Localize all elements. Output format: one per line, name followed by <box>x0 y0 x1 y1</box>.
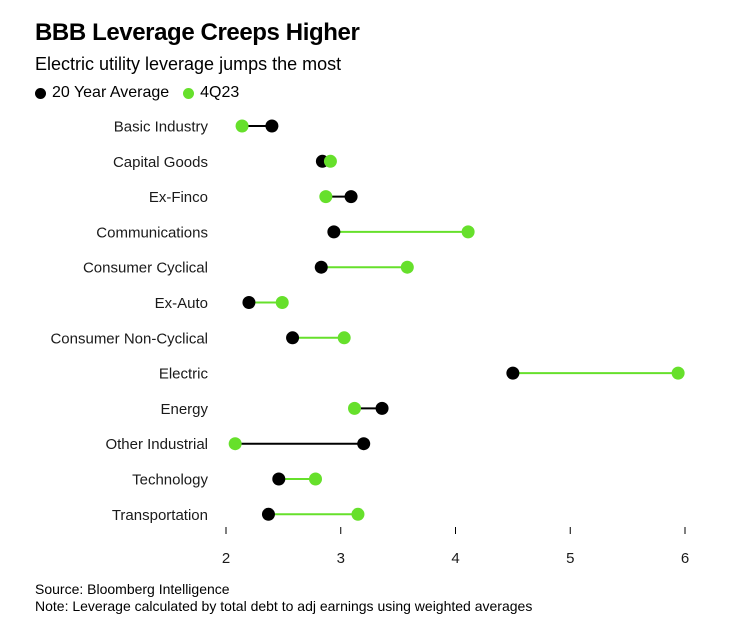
category-label-energy: Energy <box>160 401 208 418</box>
x-tick-label-5: 5 <box>566 550 574 567</box>
x-tick-label-2: 2 <box>222 550 230 567</box>
chart-title: BBB Leverage Creeps Higher <box>35 19 360 46</box>
dot-4q23-energy <box>348 401 362 415</box>
dot-20-year-average-technology <box>272 472 286 486</box>
category-label-other-industrial: Other Industrial <box>105 436 208 453</box>
chart-subtitle: Electric utility leverage jumps the most <box>35 54 342 74</box>
x-tick-label-6: 6 <box>681 550 689 567</box>
chart-legend: 20 Year Average 4Q23 <box>35 84 253 102</box>
dot-20-year-average-communications <box>327 225 341 239</box>
legend-item-20-year-average: 20 Year Average <box>35 84 169 102</box>
category-label-ex-auto: Ex-Auto <box>155 295 208 312</box>
dot-20-year-average-ex-finco <box>344 190 358 204</box>
dot-4q23-ex-auto <box>275 296 289 309</box>
dot-4q23-transportation <box>351 507 365 521</box>
category-label-ex-finco: Ex-Finco <box>149 189 208 206</box>
category-label-technology: Technology <box>132 472 208 489</box>
dot-4q23-electric <box>671 366 685 380</box>
dot-20-year-average-transportation <box>261 507 275 521</box>
category-label-basic-industry: Basic Industry <box>114 119 209 136</box>
dot-20-year-average-consumer-non-cyclical <box>286 331 300 345</box>
dot-4q23-basic-industry <box>235 119 249 133</box>
source-note: Source: Bloomberg Intelligence <box>35 581 230 597</box>
x-tick-label-4: 4 <box>451 550 459 567</box>
dot-4q23-communications <box>461 225 475 239</box>
dot-4q23-consumer-cyclical <box>400 260 414 274</box>
legend-swatch-4q23 <box>183 87 195 99</box>
chart-footer: Source: Bloomberg Intelligence Note: Lev… <box>35 581 532 615</box>
dot-20-year-average-electric <box>506 366 520 380</box>
x-tick-label-3: 3 <box>337 550 345 567</box>
category-label-transportation: Transportation <box>112 507 208 524</box>
dot-20-year-average-consumer-cyclical <box>314 260 328 274</box>
dot-20-year-average-basic-industry <box>265 119 279 133</box>
category-label-communications: Communications <box>96 224 208 241</box>
dot-20-year-average-ex-auto <box>242 296 256 309</box>
legend-swatch-20-year-average <box>35 87 46 99</box>
category-label-capital-goods: Capital Goods <box>113 154 208 171</box>
dot-20-year-average-energy <box>375 401 389 415</box>
dot-4q23-capital-goods <box>323 154 337 168</box>
category-label-electric: Electric <box>159 366 209 383</box>
category-label-consumer-non-cyclical: Consumer Non-Cyclical <box>50 330 208 347</box>
legend-item-4q23: 4Q23 <box>183 84 239 102</box>
category-label-consumer-cyclical: Consumer Cyclical <box>83 260 208 277</box>
dot-20-year-average-other-industrial <box>357 437 371 451</box>
dot-4q23-other-industrial <box>228 437 242 451</box>
legend-label-20-year-average: 20 Year Average <box>52 84 170 101</box>
dot-4q23-ex-finco <box>319 190 333 204</box>
dot-4q23-consumer-non-cyclical <box>337 331 351 345</box>
dot-4q23-technology <box>309 472 323 486</box>
legend-label-4q23: 4Q23 <box>200 84 240 101</box>
methodology-note: Note: Leverage calculated by total debt … <box>35 598 533 614</box>
